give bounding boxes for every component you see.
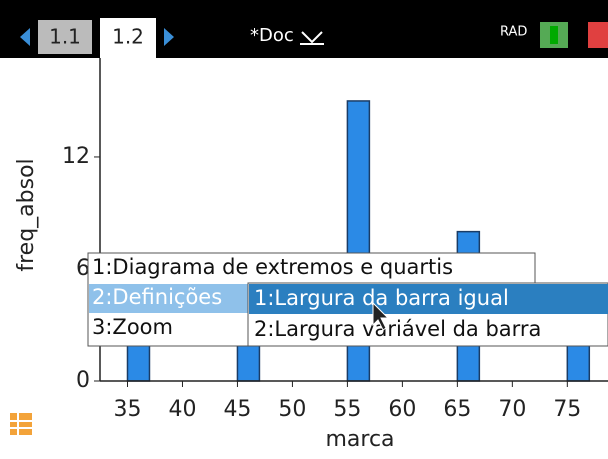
menu-highlight xyxy=(89,284,249,313)
y-axis-label: freq_absol xyxy=(14,158,39,271)
x-tick-label: 35 xyxy=(113,397,141,422)
mode: RAD xyxy=(500,25,527,40)
x-tick-label: 60 xyxy=(388,397,416,422)
icon-grid xyxy=(10,413,32,435)
tab-label: 1.2 xyxy=(112,25,144,49)
x-tick-label: 75 xyxy=(553,397,581,422)
document-title: *Doc xyxy=(250,25,294,46)
submenu-item[interactable]: 1:Largura da barra igual xyxy=(254,286,509,310)
tab-left-arrow[interactable] xyxy=(20,28,30,46)
tab-2[interactable] xyxy=(100,18,156,58)
y-tick-label: 0 xyxy=(76,368,90,393)
icon-frame xyxy=(10,413,32,435)
x-tick-label: 45 xyxy=(223,397,251,422)
battery-level xyxy=(550,26,558,44)
x-tick-label: 70 xyxy=(498,397,526,422)
x-tick-label: 40 xyxy=(168,397,196,422)
tab-right-arrow[interactable] xyxy=(164,28,174,46)
x-tick-label: 55 xyxy=(333,397,361,422)
tab-1[interactable] xyxy=(38,20,92,54)
cursor xyxy=(372,301,390,331)
dropdown-arrow[interactable] xyxy=(301,31,323,44)
app-icon[interactable] xyxy=(10,413,32,435)
x-axis-label: marca xyxy=(325,427,394,452)
submenu-highlight xyxy=(249,284,608,314)
menu-item[interactable]: 1:Diagrama de extremos e quartis xyxy=(92,255,453,279)
tab-label: 1.1 xyxy=(49,25,81,49)
y-tick-label: 12 xyxy=(62,144,90,169)
submenu-item[interactable]: 2:Largura variável da barra xyxy=(254,317,541,341)
close-button[interactable] xyxy=(588,22,608,48)
x-tick-label: 50 xyxy=(278,397,306,422)
y-tick-label: 6 xyxy=(76,256,90,281)
x-tick-label: 65 xyxy=(443,397,471,422)
menu-item[interactable]: 3:Zoom xyxy=(92,315,173,339)
menu-item[interactable]: 2:Definições xyxy=(92,285,222,309)
menus: 1:Diagrama de extremos e quartis 2:Defini… xyxy=(87,252,608,347)
